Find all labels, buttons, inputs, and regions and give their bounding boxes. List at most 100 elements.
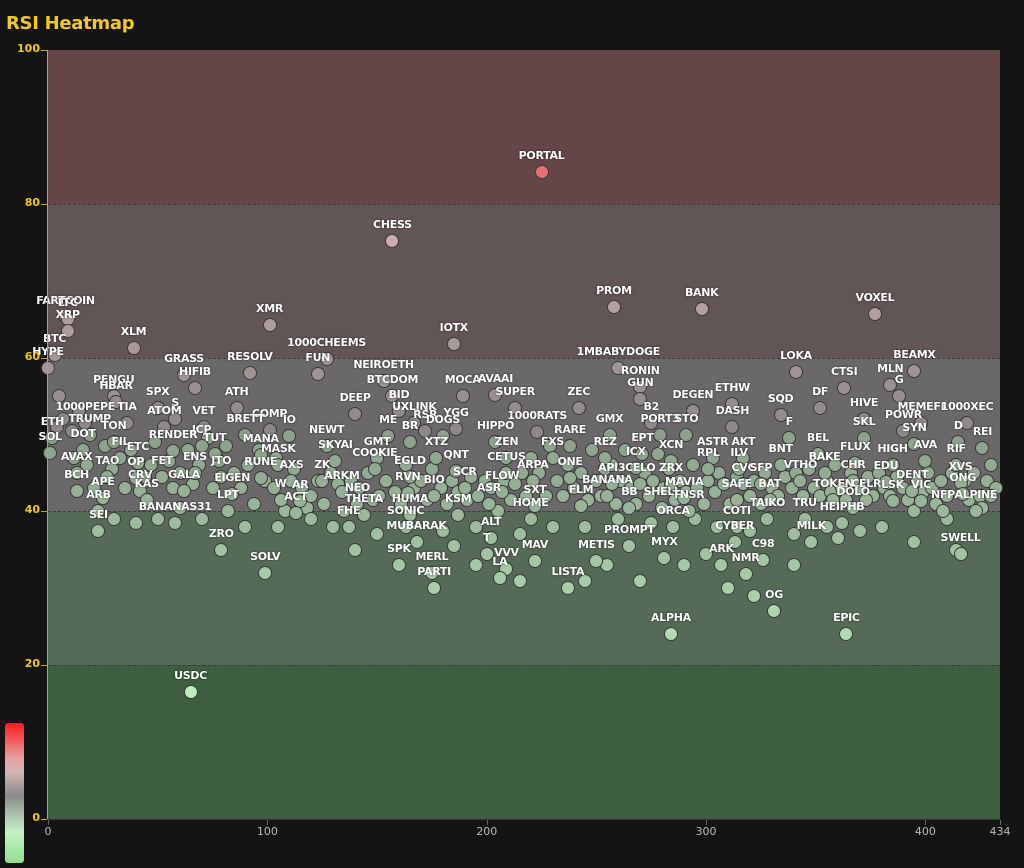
data-point-memefi[interactable] bbox=[914, 415, 929, 430]
data-point-br[interactable] bbox=[402, 435, 417, 450]
data-point-ong[interactable] bbox=[955, 486, 970, 501]
data-point-eth[interactable] bbox=[45, 431, 60, 446]
data-point-sto[interactable] bbox=[679, 427, 694, 442]
data-point[interactable] bbox=[795, 489, 810, 504]
data-point[interactable] bbox=[172, 500, 187, 515]
data-point[interactable] bbox=[585, 442, 599, 457]
data-point-mana[interactable] bbox=[253, 448, 268, 463]
data-point[interactable] bbox=[984, 489, 999, 504]
data-point-rune[interactable] bbox=[253, 471, 268, 486]
data-point[interactable] bbox=[470, 489, 485, 504]
data-point-beamx[interactable] bbox=[907, 364, 922, 379]
data-point-sonic[interactable] bbox=[398, 519, 413, 534]
data-point[interactable] bbox=[440, 496, 455, 511]
data-point-swell[interactable] bbox=[953, 546, 968, 561]
data-point-rsr[interactable] bbox=[418, 423, 433, 438]
data-point-prom[interactable] bbox=[606, 299, 621, 314]
data-point-btc[interactable] bbox=[47, 348, 62, 363]
data-point-bake[interactable] bbox=[817, 465, 832, 480]
data-point-mubarak[interactable] bbox=[409, 535, 424, 550]
data-point-ethw[interactable] bbox=[725, 396, 740, 411]
data-point-prompt[interactable] bbox=[622, 539, 637, 553]
data-point[interactable] bbox=[370, 527, 385, 542]
data-point-kas[interactable] bbox=[139, 492, 154, 507]
data-point-act[interactable] bbox=[288, 505, 303, 520]
data-point[interactable] bbox=[144, 458, 159, 473]
data-point[interactable] bbox=[128, 515, 143, 530]
data-point-c98[interactable] bbox=[756, 552, 771, 567]
data-point-s[interactable] bbox=[168, 412, 183, 427]
data-point-dogs[interactable] bbox=[435, 429, 450, 444]
data-point[interactable] bbox=[512, 573, 527, 588]
data-point[interactable] bbox=[124, 442, 139, 457]
data-point-etc[interactable] bbox=[130, 455, 145, 470]
data-point-orca[interactable] bbox=[666, 519, 681, 534]
data-point-celo[interactable] bbox=[633, 477, 648, 492]
data-point[interactable] bbox=[742, 489, 757, 504]
data-point-xrp[interactable] bbox=[60, 323, 75, 338]
data-point-arkm[interactable] bbox=[334, 485, 349, 500]
data-point[interactable] bbox=[317, 496, 332, 511]
data-point-mask[interactable] bbox=[271, 458, 286, 473]
data-point-cookie[interactable] bbox=[367, 462, 382, 477]
data-point-fhe[interactable] bbox=[341, 519, 356, 534]
data-point-merl[interactable] bbox=[424, 565, 439, 580]
data-point[interactable] bbox=[828, 458, 843, 473]
data-point-dash[interactable] bbox=[725, 419, 740, 434]
data-point[interactable] bbox=[690, 481, 705, 496]
data-point-dolo[interactable] bbox=[846, 501, 861, 516]
data-point[interactable] bbox=[984, 458, 999, 473]
data-point-iotx[interactable] bbox=[446, 336, 461, 351]
plot-area[interactable]: PORTAL CHESS PROM BANK VOXEL FARTCOIN LTC XMR XR… bbox=[32, 50, 1003, 819]
data-point-ape[interactable] bbox=[95, 491, 110, 506]
data-point-bid[interactable] bbox=[391, 404, 406, 419]
data-point[interactable] bbox=[238, 519, 253, 534]
data-point-spk[interactable] bbox=[391, 558, 406, 573]
data-point-sqd[interactable] bbox=[773, 407, 788, 422]
data-point-cvc[interactable] bbox=[736, 477, 751, 492]
data-point[interactable] bbox=[468, 519, 483, 534]
data-point-icx[interactable] bbox=[628, 460, 643, 475]
data-point-ton[interactable] bbox=[106, 435, 121, 450]
data-point-vtho[interactable] bbox=[793, 473, 808, 488]
data-point-sei[interactable] bbox=[91, 523, 106, 538]
data-point-io[interactable] bbox=[282, 429, 297, 444]
data-point-d[interactable] bbox=[951, 435, 966, 450]
data-point-home[interactable] bbox=[523, 512, 538, 527]
data-point-hive[interactable] bbox=[857, 412, 871, 427]
data-point-sxt[interactable] bbox=[527, 499, 542, 514]
data-point[interactable] bbox=[348, 542, 363, 557]
data-point-high[interactable] bbox=[885, 458, 900, 473]
data-point-og[interactable] bbox=[767, 604, 782, 619]
data-point-epic[interactable] bbox=[839, 627, 854, 642]
data-point-egld[interactable] bbox=[402, 469, 417, 484]
data-point[interactable] bbox=[650, 446, 665, 461]
data-point-newt[interactable] bbox=[319, 439, 334, 454]
data-point-uxlink[interactable] bbox=[407, 415, 422, 430]
data-point-coti[interactable] bbox=[729, 519, 744, 534]
data-point-icp[interactable] bbox=[194, 439, 209, 454]
data-point[interactable] bbox=[218, 439, 233, 454]
data-point-eigen[interactable] bbox=[225, 486, 240, 501]
data-point[interactable] bbox=[514, 465, 529, 480]
data-point[interactable] bbox=[326, 519, 341, 534]
data-point[interactable] bbox=[677, 558, 692, 573]
data-point-bat[interactable] bbox=[762, 492, 777, 507]
data-point-metis[interactable] bbox=[589, 554, 604, 569]
data-point-gala[interactable] bbox=[177, 484, 191, 499]
data-point-heiphb[interactable] bbox=[835, 515, 850, 530]
data-point-zrx[interactable] bbox=[663, 477, 678, 492]
data-point[interactable] bbox=[578, 519, 593, 534]
data-point-loka[interactable] bbox=[789, 365, 803, 380]
data-point-rez[interactable] bbox=[598, 450, 613, 465]
data-point-bb[interactable] bbox=[622, 500, 637, 515]
data-point[interactable] bbox=[512, 527, 527, 542]
data-point[interactable] bbox=[106, 512, 121, 527]
data-point-tia[interactable] bbox=[119, 415, 134, 430]
data-point-mav[interactable] bbox=[527, 554, 542, 569]
data-point-taiko[interactable] bbox=[760, 512, 775, 527]
data-point[interactable] bbox=[710, 519, 725, 534]
data-point[interactable] bbox=[304, 512, 319, 527]
data-point-syn[interactable] bbox=[907, 437, 922, 452]
data-point-usdc[interactable] bbox=[183, 685, 198, 700]
